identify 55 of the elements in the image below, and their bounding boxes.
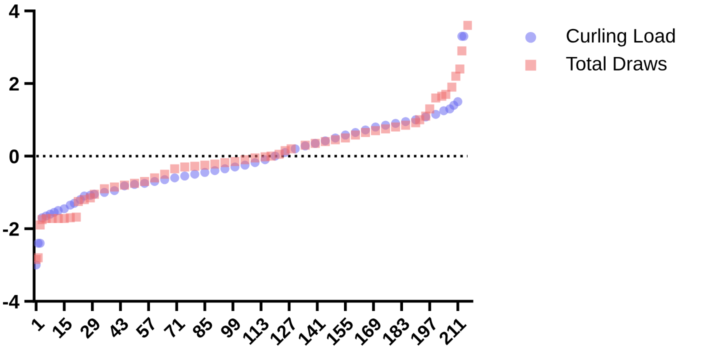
point bbox=[180, 172, 190, 181]
x-tick-label: 71 bbox=[164, 316, 186, 339]
point bbox=[360, 128, 370, 137]
point bbox=[447, 82, 456, 92]
point bbox=[391, 122, 400, 132]
x-tick-label: 183 bbox=[381, 316, 411, 346]
point bbox=[220, 158, 230, 168]
y-tick-label: -4 bbox=[3, 294, 20, 308]
point bbox=[240, 155, 250, 164]
y-tick-label: 0 bbox=[9, 150, 19, 164]
x-tick-label: 85 bbox=[191, 316, 214, 340]
x-tick-label: 113 bbox=[242, 316, 270, 346]
point bbox=[453, 97, 462, 106]
point bbox=[425, 104, 434, 114]
point bbox=[463, 20, 472, 30]
point bbox=[230, 157, 240, 166]
x-tick-label: 57 bbox=[135, 316, 158, 340]
x-tick-label: 141 bbox=[297, 316, 326, 346]
point bbox=[72, 212, 81, 222]
point bbox=[266, 152, 276, 161]
point bbox=[381, 124, 390, 134]
point bbox=[286, 144, 296, 154]
x-tick-label: 127 bbox=[269, 316, 298, 346]
point bbox=[150, 173, 160, 182]
point bbox=[441, 90, 450, 99]
point bbox=[455, 64, 464, 74]
y-tick-label: -2 bbox=[3, 222, 19, 236]
point bbox=[210, 160, 220, 169]
point bbox=[350, 130, 360, 140]
x-tick-label: 197 bbox=[410, 316, 439, 346]
point bbox=[170, 173, 180, 182]
point bbox=[200, 160, 210, 170]
legend-label: Curling Load bbox=[566, 28, 675, 47]
point bbox=[110, 182, 119, 192]
point bbox=[180, 162, 190, 172]
x-tick-label: 1 bbox=[30, 316, 46, 332]
x-tick-label: 43 bbox=[106, 316, 130, 340]
point bbox=[170, 164, 180, 174]
x-tick-label: 99 bbox=[220, 316, 242, 340]
y-tick-label: 2 bbox=[9, 76, 19, 91]
point bbox=[371, 126, 380, 136]
point bbox=[160, 170, 170, 179]
point bbox=[340, 133, 350, 142]
point bbox=[457, 46, 466, 56]
x-tick-label: 29 bbox=[78, 316, 102, 340]
x-tick-label: 211 bbox=[438, 316, 467, 346]
legend-label: Total Draws bbox=[566, 56, 667, 71]
y-tick-label: 4 bbox=[9, 4, 20, 18]
point bbox=[100, 184, 109, 194]
point bbox=[190, 162, 200, 171]
x-tick-label: 15 bbox=[51, 316, 74, 339]
point bbox=[250, 153, 260, 162]
x-tick-label: 155 bbox=[325, 316, 354, 346]
x-tick-label: 169 bbox=[353, 316, 382, 346]
point bbox=[401, 120, 410, 130]
